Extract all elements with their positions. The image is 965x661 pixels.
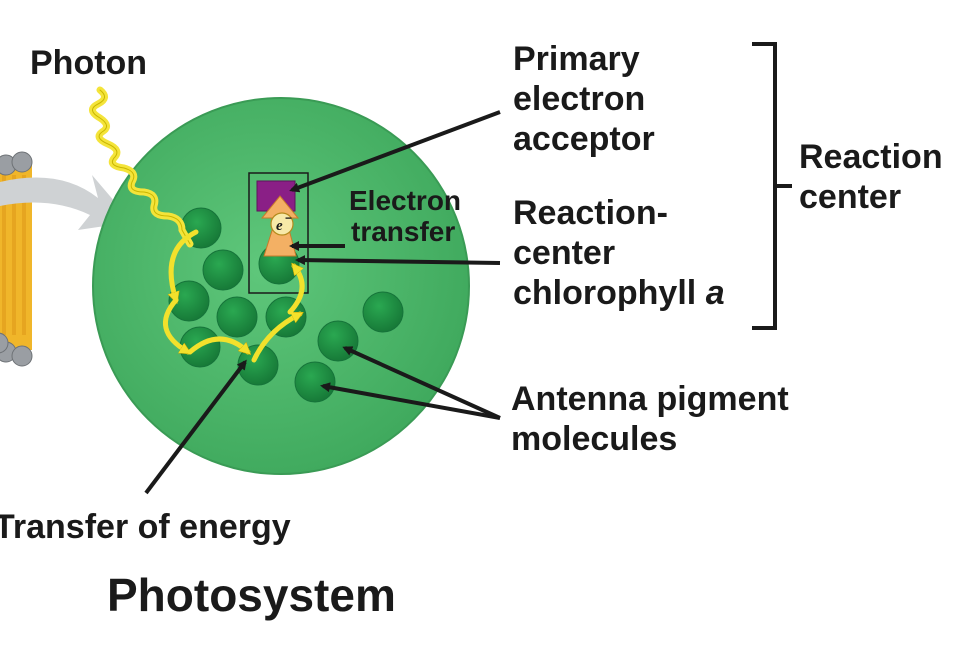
rc-chlorophyll-label: Reaction- center chlorophyll a [513, 194, 725, 313]
arrow-antenna-2 [320, 382, 501, 420]
pigment-molecule [216, 296, 258, 338]
arrow-rc-chlorophyll [295, 255, 501, 266]
primary-acceptor-line: electron [513, 79, 646, 118]
pointer-arrows [144, 110, 501, 495]
rc-chlorophyll-line: center [513, 233, 616, 272]
arrow-antenna-1 [342, 346, 501, 420]
antenna-line: molecules [511, 419, 678, 458]
rc-chlorophyll-line: chlorophyll a [513, 274, 725, 314]
transfer-energy-label: Transfer of energy [0, 508, 291, 546]
electron-transfer-line: Electron [349, 185, 462, 216]
electron-transfer-line: transfer [351, 215, 456, 247]
photon-label: Photon [30, 44, 148, 82]
primary-acceptor-line: Primary [513, 40, 640, 78]
reaction-center-label: Reaction center [799, 138, 943, 218]
incoming-light-arrow [0, 175, 132, 230]
pigment-molecule [202, 249, 244, 291]
rc-chlorophyll-word: chlorophyll [513, 273, 697, 312]
rc-chlorophyll-letter: a [705, 273, 725, 312]
rc-chlorophyll-line: Reaction- [513, 194, 668, 232]
electron-charge: − [285, 211, 292, 225]
pigment-molecule [362, 291, 404, 333]
primary-acceptor-line: acceptor [513, 119, 655, 158]
antenna-label: Antenna pigment molecules [511, 380, 789, 460]
arrow-primary-acceptor [289, 110, 501, 193]
diagram-title: Photosystem [107, 569, 396, 621]
reaction-center-bracket [752, 42, 792, 330]
photon-wave-edge [92, 89, 191, 245]
energy-transfer-path [163, 229, 305, 363]
primary-acceptor-label: Primary electron acceptor [513, 40, 655, 159]
photosystem-body [92, 97, 470, 475]
pigment-molecule [294, 361, 336, 403]
electron-symbol: e [276, 218, 283, 234]
electron-transfer-label: Electron transfer [349, 185, 462, 248]
reaction-center-line: Reaction [799, 138, 943, 176]
antenna-line: Antenna pigment [511, 380, 789, 418]
reaction-center-line: center [799, 177, 902, 216]
reaction-center-box [248, 172, 309, 294]
pigment-molecule [317, 320, 359, 362]
arrow-transfer-energy [144, 359, 247, 495]
